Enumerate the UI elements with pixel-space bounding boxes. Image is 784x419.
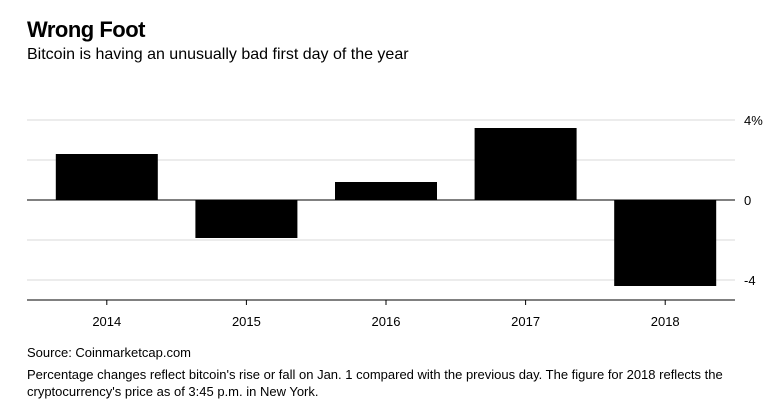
- bar: [195, 200, 298, 238]
- bar: [335, 182, 437, 200]
- x-tick-label: 2017: [511, 314, 540, 329]
- chart-title: Wrong Foot: [27, 17, 146, 42]
- bar: [614, 200, 717, 286]
- chart-subtitle: Bitcoin is having an unusually bad first…: [27, 46, 409, 63]
- footnote: Percentage changes reflect bitcoin's ris…: [27, 367, 723, 399]
- y-tick-label: 4%: [744, 113, 763, 128]
- source-note: Source: Coinmarketcap.com: [27, 345, 192, 360]
- bar-chart: 4% 0 -4 2014 2015 2016 2017 2018: [27, 113, 763, 329]
- y-tick-label: 0: [744, 193, 751, 208]
- x-tick-label: 2014: [92, 314, 121, 329]
- y-tick-label: -4: [744, 273, 756, 288]
- x-tick-label: 2015: [232, 314, 261, 329]
- x-tick-label: 2016: [372, 314, 401, 329]
- bar: [55, 154, 158, 200]
- x-tick-label: 2018: [651, 314, 680, 329]
- bar: [474, 128, 577, 200]
